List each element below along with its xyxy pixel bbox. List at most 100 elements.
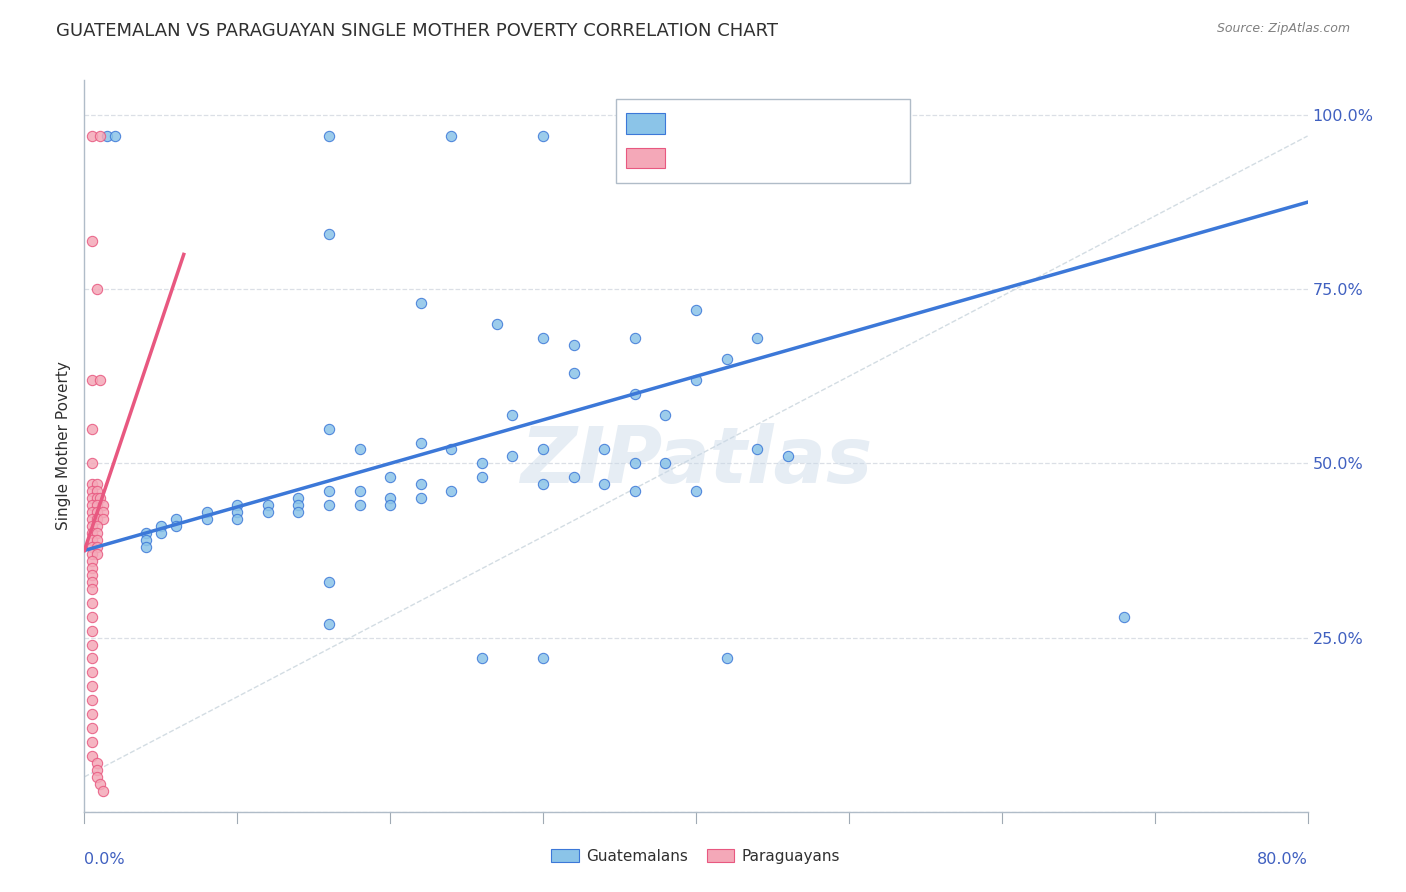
FancyBboxPatch shape (626, 113, 665, 134)
Text: 0.0%: 0.0% (84, 852, 125, 867)
Point (318, 498, 340, 512)
Point (624, 331, 647, 345)
Point (685, 484, 707, 499)
Point (562, 470, 585, 484)
Point (91, 505, 114, 519)
Point (531, 651, 554, 665)
Point (80, 749, 103, 764)
Text: 80.0%: 80.0% (1257, 852, 1308, 867)
Point (86, 770, 108, 784)
Point (80, 554, 103, 568)
Point (89, 373, 111, 387)
Legend: Guatemalans, Paraguayans: Guatemalans, Paraguayans (546, 843, 846, 870)
Point (80, 512, 103, 526)
FancyBboxPatch shape (616, 99, 910, 183)
Point (318, 128, 340, 143)
Point (624, 457, 647, 471)
Point (80, 540, 103, 554)
Point (409, 435, 432, 450)
Point (318, 484, 340, 499)
Point (409, 296, 432, 310)
Point (531, 128, 554, 143)
Point (1114, 609, 1136, 624)
Point (409, 477, 432, 491)
Point (89, 491, 111, 506)
Point (440, 442, 463, 457)
Point (80, 519, 103, 533)
Point (96, 128, 118, 143)
Point (104, 128, 127, 143)
Point (135, 526, 157, 541)
Point (380, 470, 402, 484)
Point (257, 505, 280, 519)
Point (349, 484, 371, 499)
Point (80, 234, 103, 248)
Point (80, 651, 103, 665)
Point (86, 526, 108, 541)
Point (624, 386, 647, 401)
Point (80, 421, 103, 435)
Point (86, 547, 108, 561)
Point (318, 227, 340, 241)
Point (318, 616, 340, 631)
Point (149, 519, 172, 533)
Point (287, 505, 309, 519)
Point (593, 477, 616, 491)
Point (91, 784, 114, 798)
Point (86, 519, 108, 533)
Point (287, 498, 309, 512)
Point (80, 638, 103, 652)
Text: R = 0.378   N = 68: R = 0.378 N = 68 (675, 116, 841, 131)
Point (654, 408, 676, 422)
Point (226, 505, 249, 519)
Point (685, 303, 707, 318)
Point (80, 533, 103, 547)
Point (531, 477, 554, 491)
Point (716, 351, 738, 366)
Point (80, 735, 103, 749)
Point (562, 366, 585, 380)
Point (440, 128, 463, 143)
Point (349, 498, 371, 512)
Point (86, 540, 108, 554)
Text: Source: ZipAtlas.com: Source: ZipAtlas.com (1216, 22, 1350, 36)
Point (716, 651, 738, 665)
Point (86, 282, 108, 296)
Point (86, 498, 108, 512)
Point (318, 421, 340, 435)
Point (80, 567, 103, 582)
Point (165, 512, 187, 526)
Point (86, 533, 108, 547)
Point (80, 624, 103, 638)
Text: ZIPatlas: ZIPatlas (520, 423, 872, 499)
Point (80, 526, 103, 541)
Point (624, 484, 647, 499)
Text: GUATEMALAN VS PARAGUAYAN SINGLE MOTHER POVERTY CORRELATION CHART: GUATEMALAN VS PARAGUAYAN SINGLE MOTHER P… (56, 22, 779, 40)
Point (86, 512, 108, 526)
Point (80, 707, 103, 722)
Point (86, 505, 108, 519)
Point (562, 338, 585, 352)
Point (593, 442, 616, 457)
Point (89, 128, 111, 143)
Point (91, 512, 114, 526)
FancyBboxPatch shape (626, 147, 665, 168)
Point (440, 484, 463, 499)
Point (531, 331, 554, 345)
Point (471, 470, 494, 484)
Point (531, 442, 554, 457)
Point (349, 442, 371, 457)
Point (86, 756, 108, 770)
Point (80, 505, 103, 519)
Point (226, 512, 249, 526)
Point (776, 450, 799, 464)
Point (86, 484, 108, 499)
Point (80, 477, 103, 491)
Point (80, 721, 103, 735)
Point (380, 491, 402, 506)
Point (195, 505, 218, 519)
Point (471, 457, 494, 471)
Text: R = 0.419   N = 57: R = 0.419 N = 57 (675, 151, 841, 165)
Point (409, 491, 432, 506)
Point (486, 317, 509, 331)
